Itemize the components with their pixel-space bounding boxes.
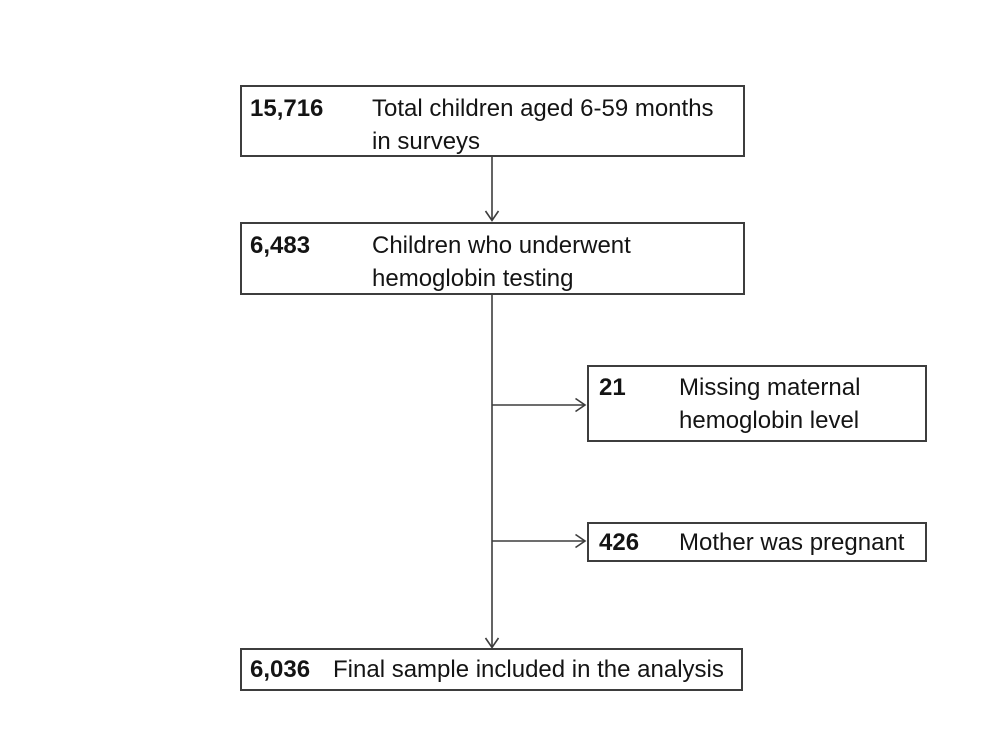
label-mother-pregnant: Mother was pregnant — [679, 528, 905, 556]
label-hemoglobin-tested: Children who underwent hemoglobin testin… — [372, 232, 631, 292]
count-mother-pregnant: 426 — [599, 528, 640, 556]
count-missing-maternal-hb: 21 — [599, 374, 626, 401]
count-final-sample: 6,036 — [250, 656, 311, 683]
flow-box-hemoglobin-tested: 6,483 Children who underwent hemoglobin … — [240, 222, 745, 295]
flow-box-final-sample: 6,036 Final sample included in the analy… — [240, 648, 743, 691]
label-missing-maternal-hb: Missing maternal hemoglobin level — [679, 374, 861, 434]
label-final-sample: Final sample included in the analysis — [333, 656, 724, 683]
flow-box-total-children: 15,716 Total children aged 6-59 months i… — [240, 85, 745, 157]
flow-box-missing-maternal-hb: 21 Missing maternal hemoglobin level — [587, 365, 927, 442]
arrowhead-branch-pregnant — [575, 533, 587, 549]
arrowhead-into-final — [484, 637, 500, 649]
count-hemoglobin-tested: 6,483 — [250, 232, 311, 259]
arrowhead-branch-missing — [575, 397, 587, 413]
arrowhead-total-to-tested — [484, 210, 500, 222]
flow-box-mother-pregnant: 426 Mother was pregnant — [587, 522, 927, 562]
label-total-children: Total children aged 6-59 months in surve… — [372, 95, 714, 155]
count-total-children: 15,716 — [250, 95, 324, 122]
